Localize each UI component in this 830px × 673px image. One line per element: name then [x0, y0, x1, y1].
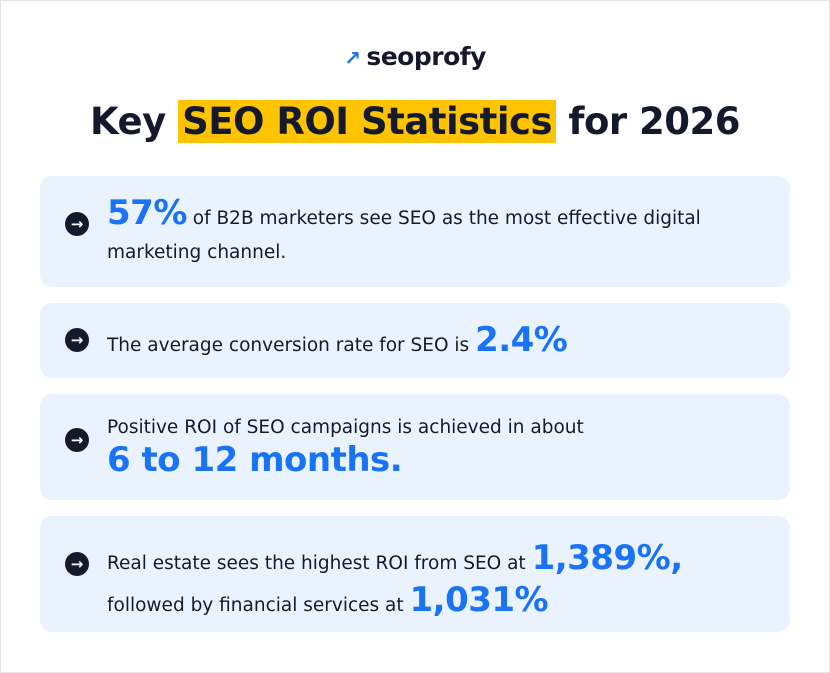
arrow-right-circle-icon: →	[65, 328, 89, 352]
stat-card-2: → The average conversion rate for SEO is…	[40, 303, 790, 378]
title-suffix: for 2026	[555, 100, 740, 143]
stat-desc-2: followed by financial services at	[107, 595, 410, 616]
stat-text: Positive ROI of SEO campaigns is achieve…	[107, 412, 760, 482]
stat-desc: of B2B marketers see SEO as the most eff…	[107, 208, 701, 263]
page-title: Key SEO ROI Statistics for 2026	[0, 100, 830, 143]
arrow-right-circle-icon: →	[65, 428, 89, 452]
stat-desc: Real estate sees the highest ROI from SE…	[107, 553, 532, 574]
stat-text: The average conversion rate for SEO is 2…	[107, 323, 760, 363]
title-highlight: SEO ROI Statistics	[178, 100, 556, 143]
stat-text: 57% of B2B marketers see SEO as the most…	[107, 196, 760, 270]
arrow-up-right-icon: ↗	[344, 46, 361, 70]
title-prefix: Key	[89, 100, 179, 143]
stat-value: 57%	[107, 193, 187, 233]
arrow-right-circle-icon: →	[65, 212, 89, 236]
brand-name: seoprofy	[366, 42, 486, 71]
brand-logo: ↗ seoprofy	[0, 42, 830, 71]
stat-value: 2.4%	[475, 320, 568, 360]
stat-card-4: → Real estate sees the highest ROI from …	[40, 516, 790, 632]
stat-value: 1,389%,	[531, 538, 684, 578]
stat-value: 6 to 12 months.	[107, 440, 403, 480]
stat-desc: The average conversion rate for SEO is	[107, 335, 476, 356]
stat-desc: Positive ROI of SEO campaigns is achieve…	[107, 417, 584, 438]
stat-text: Real estate sees the highest ROI from SE…	[107, 540, 760, 624]
stat-value-2: 1,031%	[409, 580, 549, 620]
stat-card-3: → Positive ROI of SEO campaigns is achie…	[40, 394, 790, 500]
arrow-right-circle-icon: →	[65, 552, 89, 576]
stat-card-1: → 57% of B2B marketers see SEO as the mo…	[40, 176, 790, 287]
